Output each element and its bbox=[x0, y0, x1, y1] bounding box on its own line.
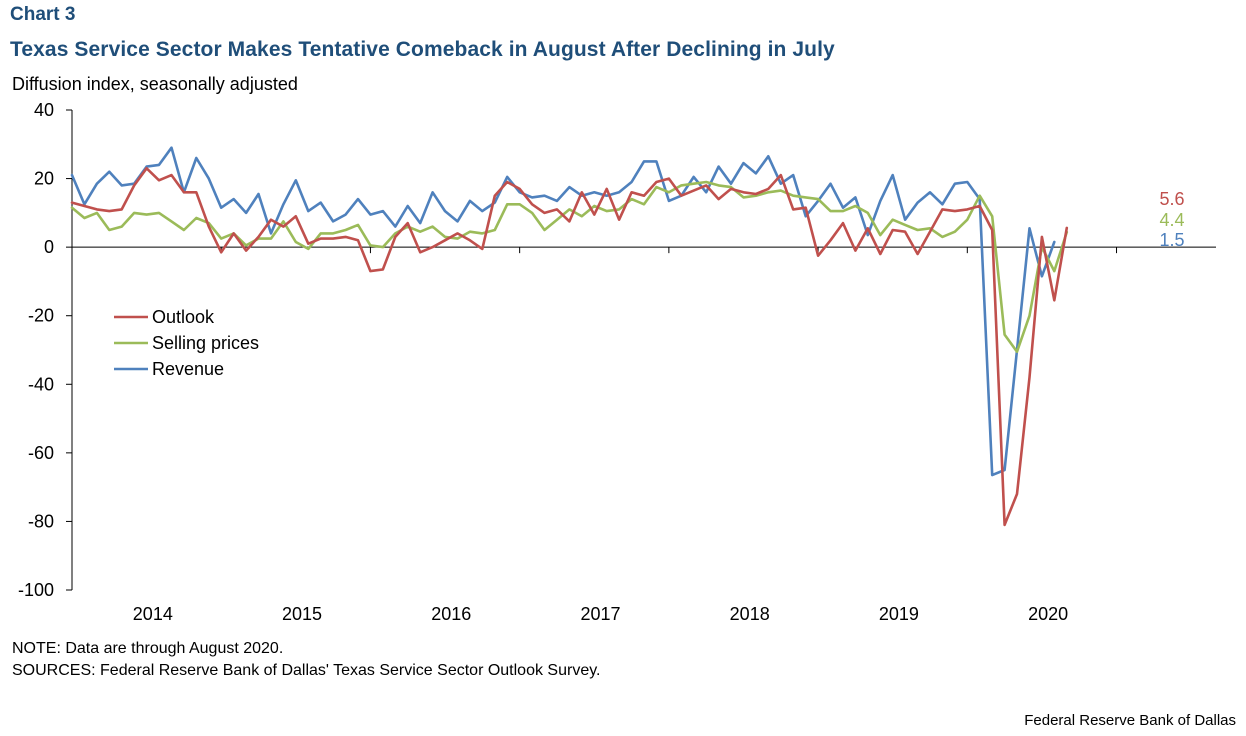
y-tick-label: 20 bbox=[34, 169, 54, 189]
footer-credit: Federal Reserve Bank of Dallas bbox=[1024, 712, 1236, 729]
y-tick-label: -80 bbox=[28, 511, 54, 531]
y-tick-label: -60 bbox=[28, 443, 54, 463]
series-line-revenue bbox=[70, 146, 1056, 477]
legend-label-revenue: Revenue bbox=[152, 359, 224, 379]
x-tick-label-2014: 2014 bbox=[133, 604, 173, 624]
legend-label-selling-prices: Selling prices bbox=[152, 333, 259, 353]
end-label-revenue: 1.5 bbox=[1159, 230, 1184, 250]
x-tick-label-2015: 2015 bbox=[282, 604, 322, 624]
y-tick-label: 40 bbox=[34, 100, 54, 120]
legend-label-outlook: Outlook bbox=[152, 307, 215, 327]
x-tick-label-2017: 2017 bbox=[580, 604, 620, 624]
y-tick-label: 0 bbox=[44, 237, 54, 257]
chart-title: Texas Service Sector Makes Tentative Com… bbox=[10, 38, 835, 61]
y-axis-unit-label: Diffusion index, seasonally adjusted bbox=[12, 74, 298, 94]
y-tick-label: -100 bbox=[18, 580, 54, 600]
y-tick-label: -40 bbox=[28, 374, 54, 394]
chart-number: Chart 3 bbox=[10, 4, 76, 25]
x-tick-label-2020: 2020 bbox=[1028, 604, 1068, 624]
end-label-selling-prices: 4.4 bbox=[1159, 210, 1184, 230]
y-tick-label: -20 bbox=[28, 306, 54, 326]
sources-note: SOURCES: Federal Reserve Bank of Dallas'… bbox=[12, 662, 601, 679]
x-tick-label-2018: 2018 bbox=[730, 604, 770, 624]
data-note: NOTE: Data are through August 2020. bbox=[12, 640, 284, 657]
series-line-outlook bbox=[70, 167, 1069, 527]
x-tick-label-2019: 2019 bbox=[879, 604, 919, 624]
x-tick-label-2016: 2016 bbox=[431, 604, 471, 624]
end-label-outlook: 5.6 bbox=[1159, 189, 1184, 209]
